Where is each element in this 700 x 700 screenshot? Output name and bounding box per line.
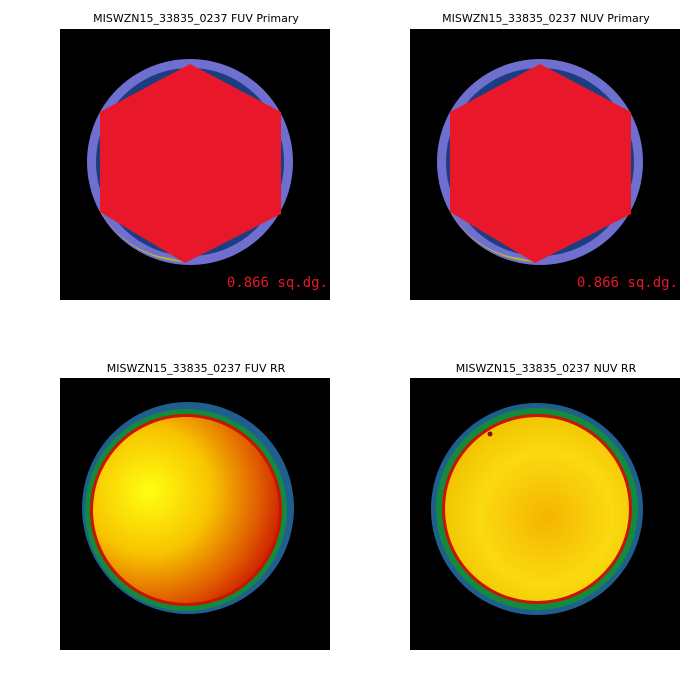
hexagon — [450, 64, 631, 263]
panel-title: MISWZN15_33835_0237 FUV Primary — [93, 12, 299, 25]
area-label: 0.866 sq.dg. — [577, 275, 678, 291]
response-disk — [93, 417, 279, 603]
area-label: 0.866 sq.dg. — [227, 275, 328, 291]
panel: MISWZN15_33835_0237 NUV Primary 0.866 sq… — [410, 12, 680, 300]
panel: MISWZN15_33835_0237 FUV Primary 0.866 sq… — [60, 12, 330, 300]
spot — [487, 431, 493, 437]
panel-title: MISWZN15_33835_0237 NUV RR — [456, 362, 637, 375]
panel-title: MISWZN15_33835_0237 FUV RR — [107, 362, 286, 375]
panel: MISWZN15_33835_0237 NUV RR — [410, 362, 680, 650]
hexagon — [100, 64, 281, 263]
response-disk — [445, 417, 629, 601]
panel-title: MISWZN15_33835_0237 NUV Primary — [442, 12, 650, 25]
panel: MISWZN15_33835_0237 FUV RR — [60, 362, 330, 650]
